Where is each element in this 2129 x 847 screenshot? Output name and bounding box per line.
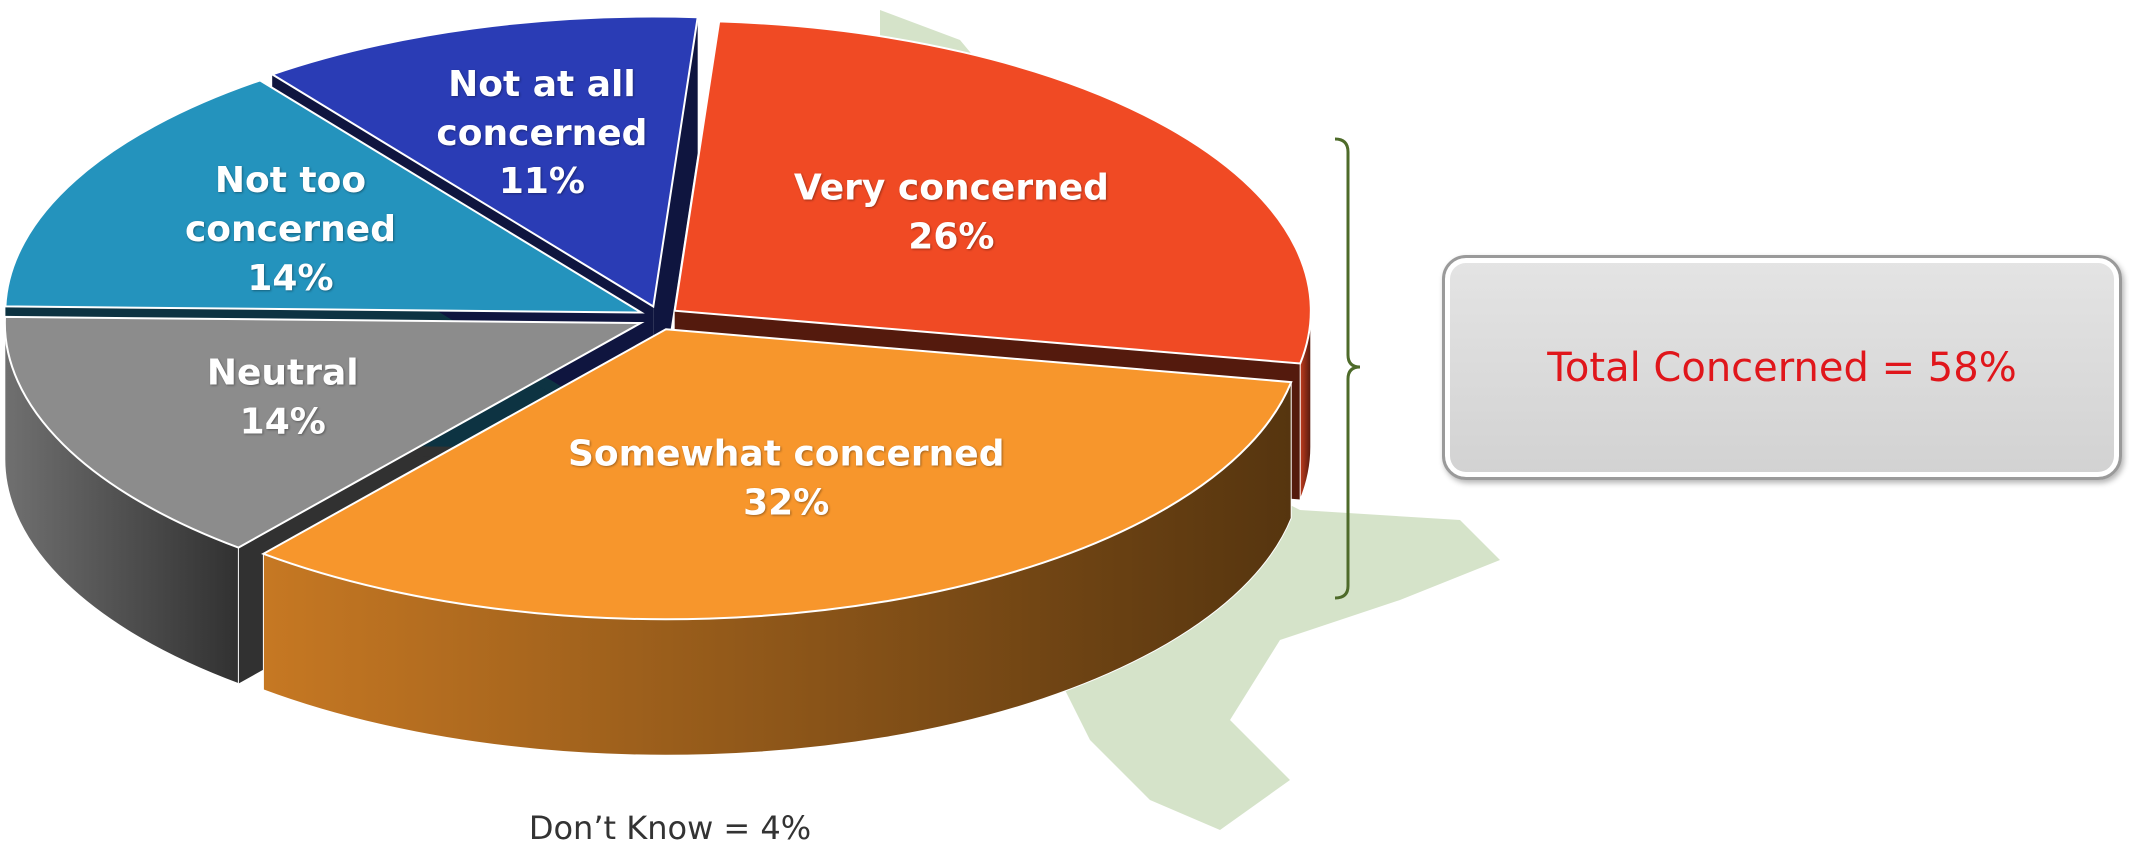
slice-category: Not too concerned (184, 160, 396, 251)
slice-label: Not at all concerned 11% (432, 61, 652, 207)
total-box: Total Concerned = 58% (1442, 255, 2122, 480)
slice-value: 14% (247, 257, 334, 299)
slice-value: 14% (239, 401, 326, 443)
slice-value: 11% (498, 161, 585, 203)
slice-value: 26% (908, 215, 995, 257)
slice-category: Neutral (206, 352, 359, 394)
slice (673, 20, 1312, 365)
slice-category: Not at all concerned (436, 64, 648, 154)
slice-label: Very concerned 26% (691, 164, 1211, 261)
bracket (1334, 137, 1361, 600)
slice-label: Not too concerned 14% (180, 157, 400, 303)
slice-label: Neutral 14% (173, 350, 393, 447)
total-text: Total Concerned = 58% (1547, 344, 2017, 391)
slice-label: Somewhat concerned 32% (526, 430, 1046, 527)
slice (4, 79, 645, 314)
slice-category: Very concerned (793, 167, 1109, 209)
slice (261, 328, 1293, 621)
slice (269, 15, 699, 309)
dont-know-note: Don’t Know = 4% (528, 809, 812, 847)
slice-category: Somewhat concerned (567, 433, 1005, 475)
slice (3, 315, 645, 549)
slice-value: 32% (743, 482, 830, 524)
